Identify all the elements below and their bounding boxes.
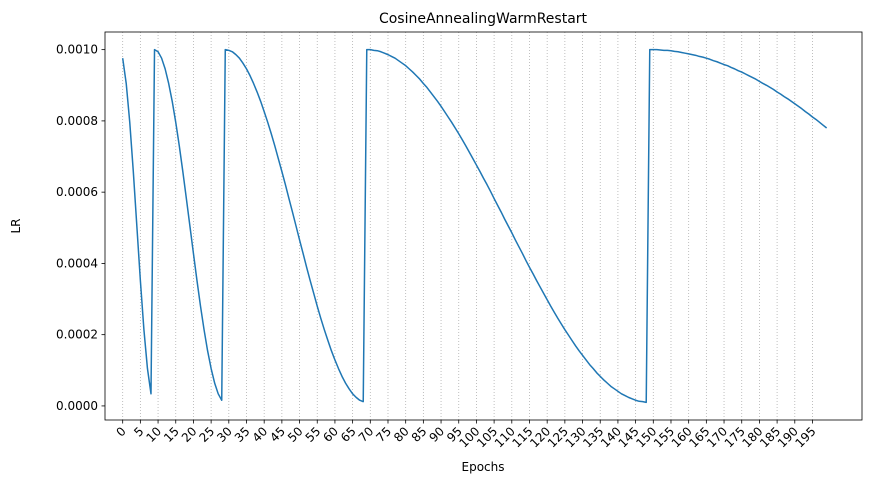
x-axis-label: Epochs (462, 460, 505, 474)
y-tick-label: 0.0006 (56, 185, 98, 199)
y-tick-label: 0.0010 (56, 43, 98, 57)
y-axis-label: LR (9, 218, 23, 233)
y-tick-label: 0.0000 (56, 399, 98, 413)
x-tick-label: 195 (793, 424, 819, 450)
x-tick-label: 0 (114, 424, 129, 439)
data-line (121, 48, 828, 404)
plot-frame (104, 31, 863, 421)
chart-title: CosineAnnealingWarmRestart (379, 11, 588, 27)
y-tick-label: 0.0004 (56, 256, 98, 270)
y-tick-label: 0.0002 (56, 328, 98, 342)
y-tick-label: 0.0008 (56, 114, 98, 128)
x-tick-label: 5 (131, 424, 146, 439)
